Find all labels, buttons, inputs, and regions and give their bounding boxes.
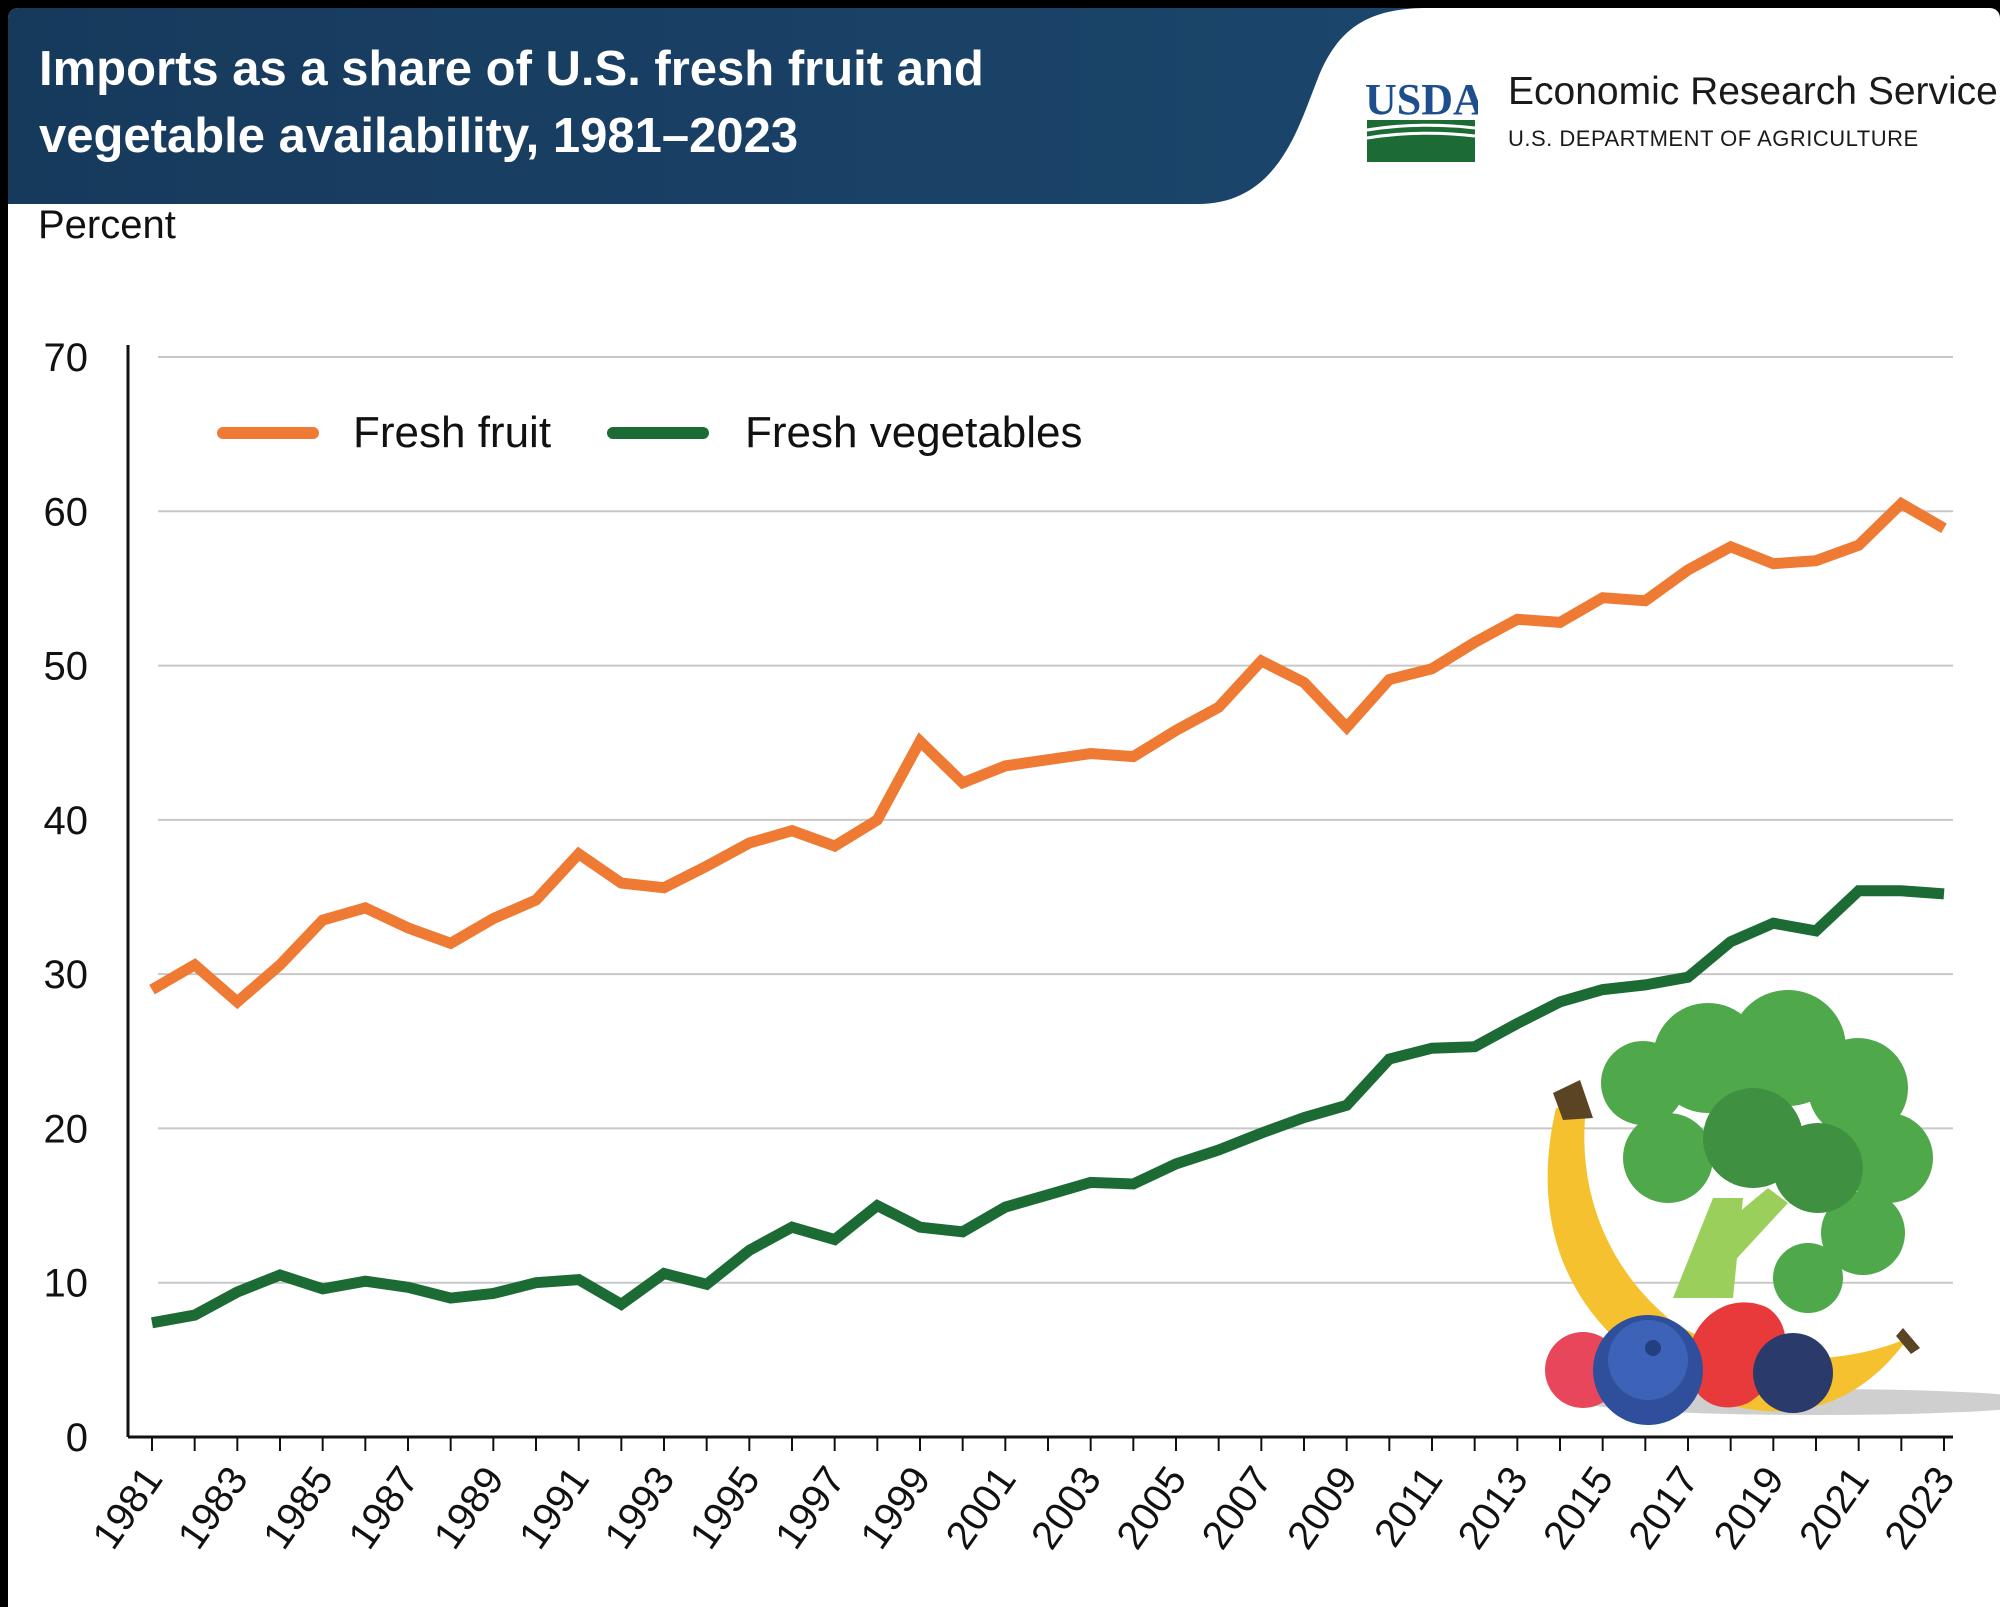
legend: Fresh fruit Fresh vegetables — [223, 408, 1083, 457]
x-tick-label: 2011 — [1366, 1459, 1451, 1555]
x-tick-label: 1983 — [170, 1459, 257, 1557]
x-tick-label: 1997 — [767, 1459, 854, 1557]
x-tick-label: 2001 — [938, 1459, 1025, 1557]
x-tick-label: 1995 — [682, 1459, 769, 1557]
x-tick-label: 2015 — [1535, 1459, 1622, 1557]
x-tick-label: 2009 — [1279, 1459, 1366, 1557]
x-tick-label: 2003 — [1023, 1459, 1110, 1557]
x-tick-label: 1987 — [340, 1459, 427, 1557]
legend-label: Fresh fruit — [353, 408, 551, 457]
y-tick-label: 60 — [44, 490, 89, 534]
y-tick-label: 20 — [44, 1107, 89, 1151]
x-tick-label: 1981 — [84, 1459, 171, 1557]
y-axis-label: Percent — [38, 203, 176, 247]
legend-label: Fresh vegetables — [745, 408, 1083, 457]
x-tick-label: 1985 — [255, 1459, 342, 1557]
line-chart: Percent — [8, 8, 2000, 1607]
x-tick-label: 1991 — [511, 1459, 598, 1557]
x-tick-label: 2021 — [1791, 1459, 1878, 1557]
fruit-vegetable-illustration — [1545, 990, 2000, 1425]
y-tick-label: 50 — [44, 645, 89, 689]
y-tick-label: 70 — [44, 336, 89, 380]
x-tick-label: 2023 — [1876, 1459, 1963, 1557]
berries-illustration — [1545, 1302, 1833, 1425]
x-tick-label: 1989 — [426, 1459, 513, 1557]
blackberry-icon — [1753, 1333, 1833, 1413]
x-tick-label: 2005 — [1108, 1459, 1195, 1557]
x-tick-label: 1993 — [596, 1459, 683, 1557]
x-tick-label: 1999 — [852, 1459, 939, 1557]
broccoli-illustration — [1601, 990, 1933, 1313]
x-tick-label: 2013 — [1450, 1459, 1537, 1557]
x-tick-label: 2017 — [1620, 1459, 1707, 1557]
series-line-fresh-fruit — [152, 504, 1944, 1002]
x-tick-label: 2019 — [1706, 1459, 1793, 1557]
y-tick-label: 10 — [44, 1262, 89, 1306]
y-tick-label: 40 — [44, 799, 89, 843]
chart-frame: Imports as a share of U.S. fresh fruit a… — [8, 8, 2000, 1607]
y-tick-label: 30 — [44, 953, 89, 997]
y-tick-label: 0 — [66, 1416, 88, 1460]
x-tick-label: 2007 — [1194, 1459, 1281, 1557]
